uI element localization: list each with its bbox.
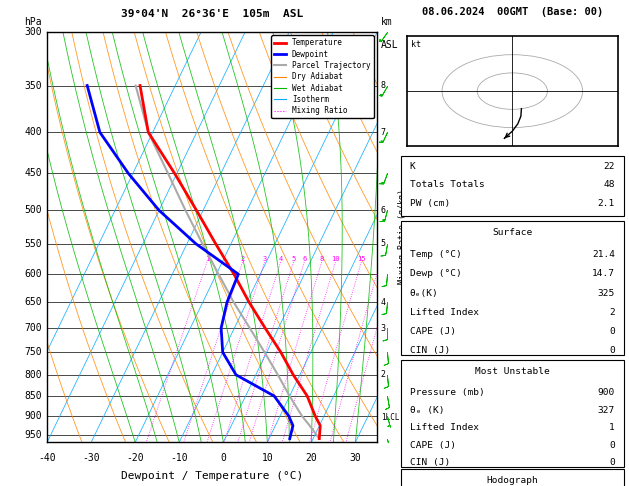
Text: Surface: Surface bbox=[493, 228, 532, 238]
Text: 950: 950 bbox=[25, 430, 42, 440]
Text: 8: 8 bbox=[320, 256, 324, 262]
Text: PW (cm): PW (cm) bbox=[409, 199, 450, 208]
Legend: Temperature, Dewpoint, Parcel Trajectory, Dry Adiabat, Wet Adiabat, Isotherm, Mi: Temperature, Dewpoint, Parcel Trajectory… bbox=[271, 35, 374, 118]
Text: kt: kt bbox=[411, 40, 421, 49]
Text: -40: -40 bbox=[38, 452, 56, 463]
Text: 800: 800 bbox=[25, 370, 42, 380]
Bar bbox=[401, 469, 624, 486]
Text: 14.7: 14.7 bbox=[592, 269, 615, 278]
Text: θₑ (K): θₑ (K) bbox=[409, 406, 444, 415]
Text: Hodograph: Hodograph bbox=[486, 476, 538, 486]
Text: 400: 400 bbox=[25, 127, 42, 137]
Text: 7: 7 bbox=[381, 128, 386, 137]
Text: Pressure (mb): Pressure (mb) bbox=[409, 388, 484, 397]
Text: -10: -10 bbox=[170, 452, 188, 463]
Text: 3: 3 bbox=[262, 256, 267, 262]
Text: 1: 1 bbox=[205, 256, 209, 262]
Text: 327: 327 bbox=[598, 406, 615, 415]
Text: 10: 10 bbox=[331, 256, 340, 262]
Text: 650: 650 bbox=[25, 297, 42, 307]
Text: 1LCL: 1LCL bbox=[381, 414, 399, 422]
Text: 39°04'N  26°36'E  105m  ASL: 39°04'N 26°36'E 105m ASL bbox=[121, 9, 303, 19]
Text: 550: 550 bbox=[25, 239, 42, 249]
Text: 1: 1 bbox=[610, 423, 615, 432]
Text: 0: 0 bbox=[610, 327, 615, 336]
Bar bbox=[401, 156, 624, 216]
Text: 4: 4 bbox=[381, 297, 386, 307]
Text: Most Unstable: Most Unstable bbox=[475, 367, 550, 376]
Text: 5: 5 bbox=[291, 256, 296, 262]
Text: 21.4: 21.4 bbox=[592, 250, 615, 260]
Text: Lifted Index: Lifted Index bbox=[409, 423, 479, 432]
Text: 0: 0 bbox=[610, 441, 615, 450]
Text: -20: -20 bbox=[126, 452, 144, 463]
Text: 08.06.2024  00GMT  (Base: 00): 08.06.2024 00GMT (Base: 00) bbox=[421, 7, 603, 17]
Text: 500: 500 bbox=[25, 206, 42, 215]
Bar bbox=[401, 221, 624, 355]
Text: km: km bbox=[381, 17, 392, 28]
Text: 4: 4 bbox=[279, 256, 282, 262]
Text: 2: 2 bbox=[240, 256, 245, 262]
Text: -30: -30 bbox=[82, 452, 100, 463]
Text: 2: 2 bbox=[381, 370, 386, 380]
Text: 0: 0 bbox=[220, 452, 226, 463]
Text: 6: 6 bbox=[302, 256, 306, 262]
Text: 30: 30 bbox=[350, 452, 361, 463]
Text: hPa: hPa bbox=[25, 17, 42, 28]
Text: 350: 350 bbox=[25, 81, 42, 90]
Text: 325: 325 bbox=[598, 289, 615, 297]
Text: 2.1: 2.1 bbox=[598, 199, 615, 208]
Text: 6: 6 bbox=[381, 206, 386, 215]
Text: 22: 22 bbox=[604, 162, 615, 171]
Text: CAPE (J): CAPE (J) bbox=[409, 441, 455, 450]
Text: Temp (°C): Temp (°C) bbox=[409, 250, 461, 260]
Text: 900: 900 bbox=[598, 388, 615, 397]
Text: 450: 450 bbox=[25, 169, 42, 178]
Text: 300: 300 bbox=[25, 27, 42, 36]
Text: Lifted Index: Lifted Index bbox=[409, 308, 479, 316]
Text: Dewpoint / Temperature (°C): Dewpoint / Temperature (°C) bbox=[121, 471, 303, 481]
Text: Totals Totals: Totals Totals bbox=[409, 180, 484, 190]
Text: 8: 8 bbox=[381, 81, 386, 90]
Text: Mixing Ratio (g/kg): Mixing Ratio (g/kg) bbox=[398, 190, 407, 284]
Text: ASL: ASL bbox=[381, 40, 398, 50]
Text: CIN (J): CIN (J) bbox=[409, 346, 450, 355]
Text: 0: 0 bbox=[610, 458, 615, 467]
Text: Dewp (°C): Dewp (°C) bbox=[409, 269, 461, 278]
Text: 900: 900 bbox=[25, 411, 42, 421]
Text: 850: 850 bbox=[25, 391, 42, 401]
Text: 600: 600 bbox=[25, 269, 42, 279]
Text: CAPE (J): CAPE (J) bbox=[409, 327, 455, 336]
Text: 5: 5 bbox=[381, 239, 386, 248]
Text: θₑ(K): θₑ(K) bbox=[409, 289, 438, 297]
Text: CIN (J): CIN (J) bbox=[409, 458, 450, 467]
Text: 700: 700 bbox=[25, 323, 42, 333]
Text: K: K bbox=[409, 162, 415, 171]
Text: 10: 10 bbox=[262, 452, 273, 463]
Text: 48: 48 bbox=[604, 180, 615, 190]
Text: 3: 3 bbox=[381, 324, 386, 332]
Text: 0: 0 bbox=[610, 346, 615, 355]
Text: 15: 15 bbox=[357, 256, 365, 262]
Bar bbox=[401, 360, 624, 467]
Text: 20: 20 bbox=[306, 452, 317, 463]
Text: 2: 2 bbox=[610, 308, 615, 316]
Text: 750: 750 bbox=[25, 347, 42, 357]
